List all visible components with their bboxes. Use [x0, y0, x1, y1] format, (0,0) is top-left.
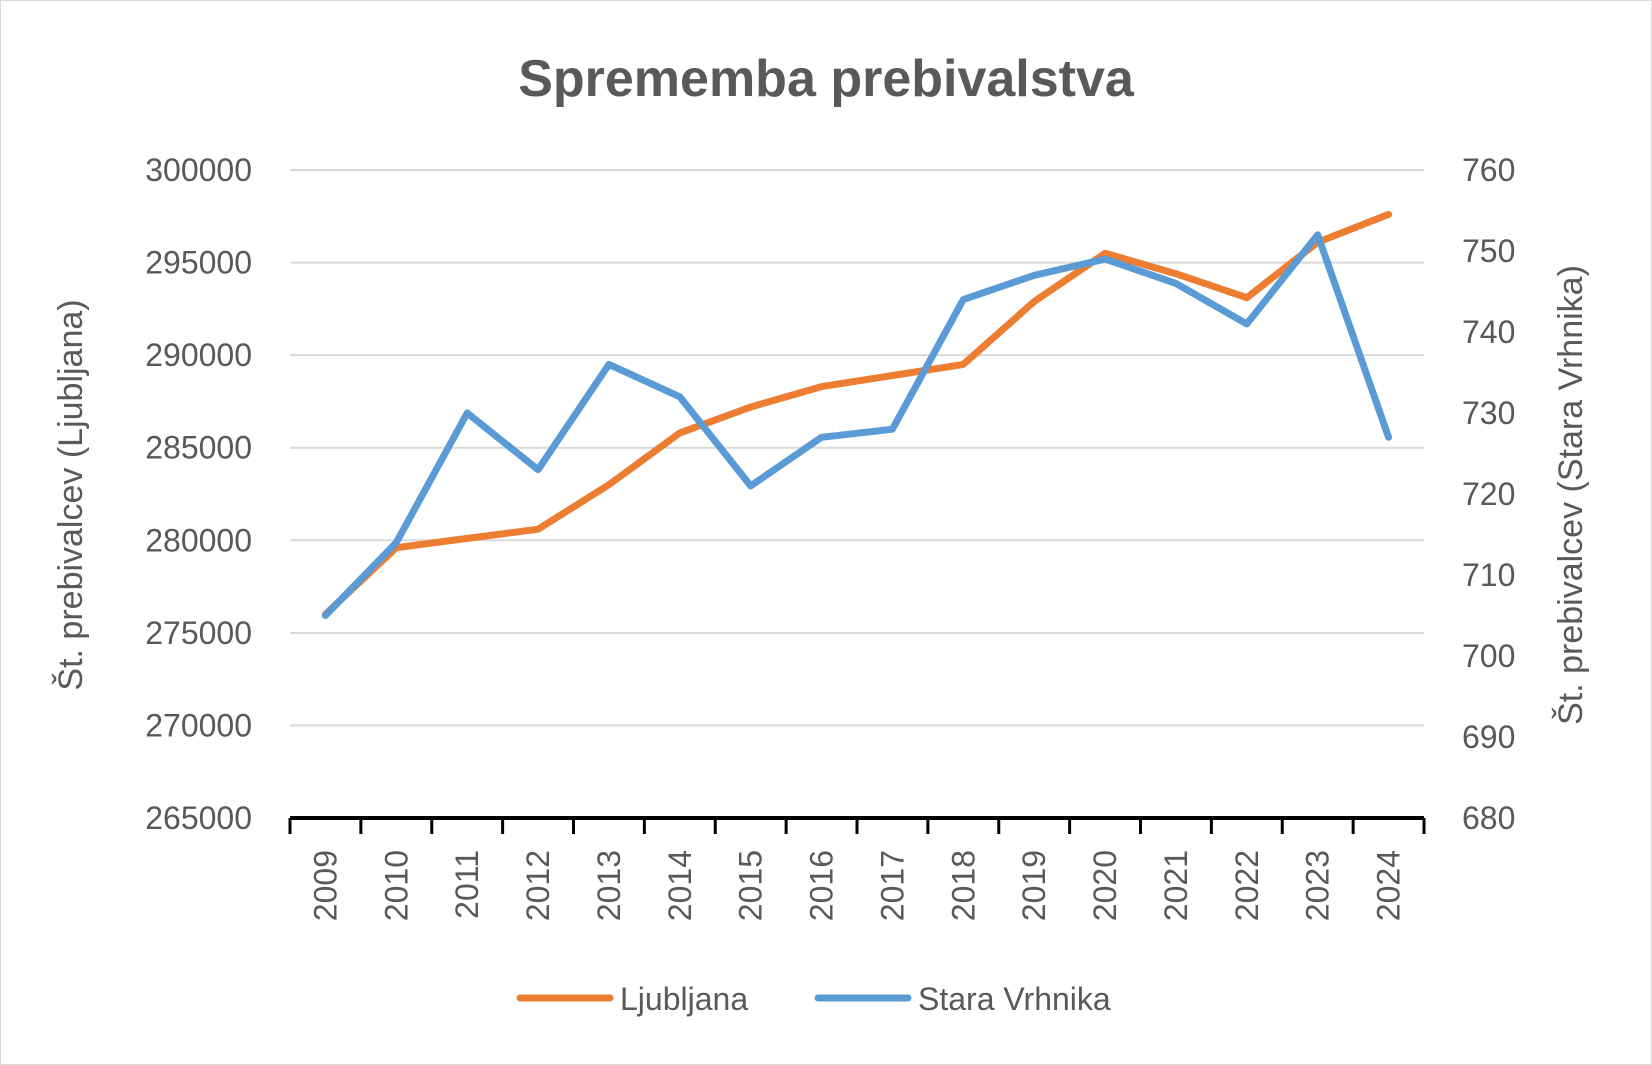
- left-tick-label: 265000: [145, 800, 252, 836]
- right-tick-label: 720: [1462, 476, 1515, 512]
- left-tick-label: 280000: [145, 522, 252, 558]
- legend-label: Stara Vrhnika: [918, 981, 1111, 1017]
- right-tick-label: 690: [1462, 719, 1515, 755]
- right-tick-label: 680: [1462, 800, 1515, 836]
- left-tick-label: 295000: [145, 245, 252, 281]
- left-axis-ticks: 265000 270000 275000 280000 285000 290000 2950…: [145, 152, 252, 836]
- right-tick-label: 750: [1462, 233, 1515, 269]
- left-tick-label: 270000: [145, 707, 252, 743]
- x-tick-label: 2012: [520, 850, 556, 921]
- x-tick-label: 2018: [945, 850, 981, 921]
- legend-label: Ljubljana: [620, 981, 748, 1017]
- left-tick-label: 275000: [145, 615, 252, 651]
- right-tick-label: 700: [1462, 638, 1515, 674]
- x-axis: 2009 2010 2011 2012 2013 2014 2015 2016 2017 2018…: [288, 816, 1426, 921]
- x-tick-label: 2022: [1229, 850, 1265, 921]
- x-tick-label: 2009: [307, 850, 343, 921]
- series-line-0: [321, 210, 1393, 618]
- x-tick-label: 2015: [733, 850, 769, 921]
- right-tick-label: 710: [1462, 557, 1515, 593]
- x-tick-label: 2013: [591, 850, 627, 921]
- x-tick-label: 2020: [1087, 850, 1123, 921]
- x-tick-label: 2010: [378, 850, 414, 921]
- x-tick-label: 2021: [1158, 850, 1194, 921]
- x-tick-label: 2023: [1300, 850, 1336, 921]
- right-axis-ticks: 680 690 700 710 720 730 740 750 760: [1462, 152, 1515, 836]
- right-tick-label: 730: [1462, 395, 1515, 431]
- x-tick-label: 2011: [449, 850, 485, 919]
- x-tick-label: 2024: [1371, 850, 1407, 921]
- left-tick-label: 285000: [145, 430, 252, 466]
- x-tick-label: 2017: [874, 850, 910, 921]
- x-tick-label: 2019: [1016, 850, 1052, 921]
- series-lines: [321, 210, 1393, 619]
- legend: Ljubljana Stara Vrhnika: [516, 981, 1111, 1017]
- right-tick-label: 740: [1462, 314, 1515, 350]
- chart-title: Sprememba prebivalstva: [518, 50, 1135, 108]
- right-axis-title: Št. prebivalcev (Stara Vrhnika): [1552, 265, 1590, 725]
- right-tick-label: 760: [1462, 152, 1515, 188]
- series-line-1: [321, 231, 1393, 619]
- left-tick-label: 290000: [145, 337, 252, 373]
- x-tick-label: 2014: [662, 850, 698, 921]
- gridlines: [290, 169, 1424, 727]
- x-tick-label: 2016: [804, 850, 840, 921]
- left-axis-title: Št. prebivalcev (Ljubljana): [52, 299, 90, 690]
- left-tick-label: 300000: [145, 152, 252, 188]
